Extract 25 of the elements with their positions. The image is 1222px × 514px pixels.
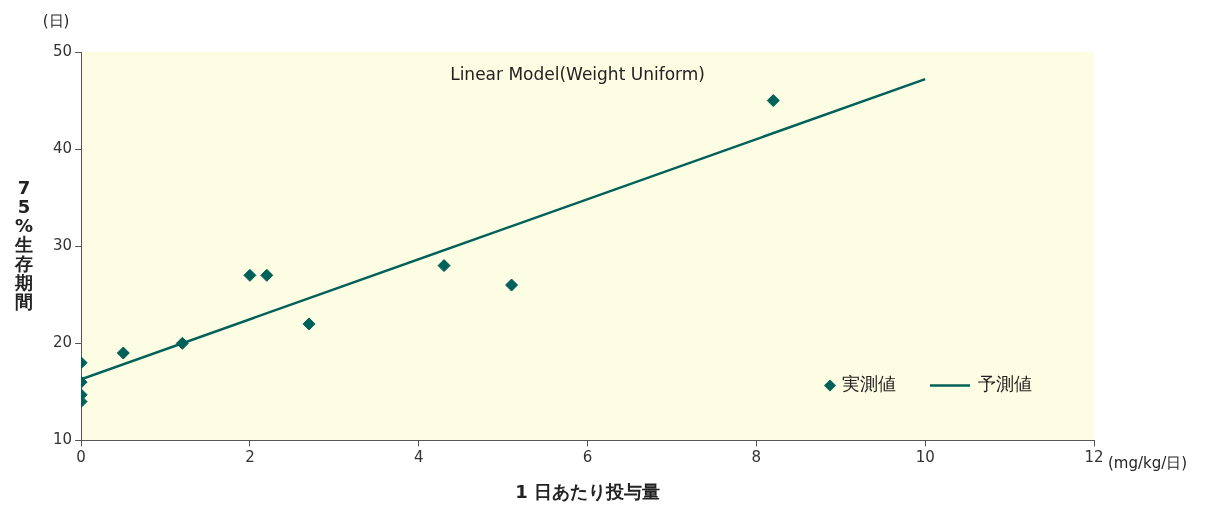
x-tick-label: 6	[582, 448, 593, 467]
y-tick-label: 40	[52, 138, 73, 157]
legend-label: 実測値	[842, 373, 896, 395]
y-tick-label: 10	[52, 430, 73, 449]
point	[302, 317, 316, 331]
x-tick-label: 10	[915, 448, 935, 467]
x-tick-label: 2	[245, 448, 255, 467]
text: (mg/kg/日)	[1108, 454, 1188, 473]
point	[766, 94, 780, 108]
x-tick-label: 12	[1084, 448, 1104, 467]
y-tick-label: 20	[52, 333, 73, 352]
annotation: Linear Model(Weight Uniform)	[450, 64, 705, 85]
point	[437, 259, 451, 273]
y-axis-title: 75%生存期間	[14, 176, 34, 312]
legend-label: 予測値	[978, 373, 1032, 395]
y-tick-label: 50	[52, 41, 73, 60]
y-tick-label: 30	[52, 236, 73, 255]
x-axis-title: 1 日あたり投与量	[515, 480, 660, 502]
point	[505, 278, 519, 292]
x-tick-label: 4	[413, 448, 424, 467]
point	[243, 268, 257, 282]
x-tick-label: 8	[751, 448, 762, 467]
point	[260, 268, 274, 282]
text: (日)	[42, 11, 70, 30]
x-tick-label: 0	[76, 448, 86, 467]
